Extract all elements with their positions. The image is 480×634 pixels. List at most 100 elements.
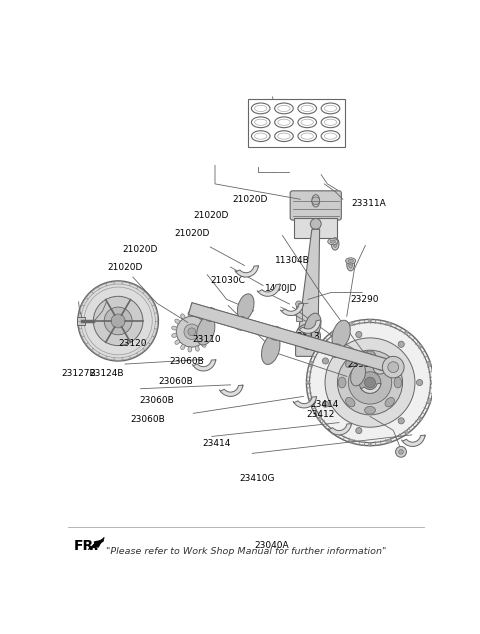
Circle shape — [359, 372, 381, 393]
Ellipse shape — [385, 398, 395, 407]
Circle shape — [349, 439, 353, 443]
Ellipse shape — [180, 344, 185, 349]
Text: 23040A: 23040A — [255, 541, 289, 550]
Circle shape — [396, 446, 407, 457]
Text: 23414: 23414 — [310, 399, 338, 409]
Circle shape — [325, 338, 415, 427]
Circle shape — [387, 439, 391, 443]
Circle shape — [311, 219, 321, 230]
Ellipse shape — [328, 238, 338, 245]
Text: 23120: 23120 — [118, 339, 147, 347]
Ellipse shape — [314, 197, 318, 204]
Text: 21020D: 21020D — [122, 245, 157, 254]
Polygon shape — [281, 303, 303, 316]
Polygon shape — [236, 266, 258, 277]
Ellipse shape — [175, 340, 180, 344]
Circle shape — [377, 364, 383, 370]
Text: 23510: 23510 — [347, 359, 376, 368]
Circle shape — [306, 320, 433, 446]
Circle shape — [329, 344, 343, 358]
Circle shape — [309, 361, 313, 365]
Circle shape — [301, 335, 315, 349]
Ellipse shape — [346, 258, 356, 264]
FancyBboxPatch shape — [296, 344, 321, 356]
Ellipse shape — [180, 314, 185, 319]
Circle shape — [188, 328, 196, 335]
Ellipse shape — [365, 351, 375, 359]
Bar — [248, 99, 345, 147]
Circle shape — [356, 427, 362, 434]
Circle shape — [368, 443, 372, 446]
Text: 23412: 23412 — [306, 410, 335, 419]
Circle shape — [306, 380, 310, 384]
Circle shape — [93, 296, 143, 346]
Circle shape — [78, 281, 158, 361]
Circle shape — [365, 377, 375, 388]
Polygon shape — [294, 397, 316, 408]
Ellipse shape — [172, 333, 177, 337]
Ellipse shape — [175, 319, 180, 323]
Circle shape — [176, 316, 207, 347]
Text: 23414: 23414 — [202, 439, 230, 448]
Ellipse shape — [195, 313, 199, 318]
Text: 23060B: 23060B — [130, 415, 165, 424]
Polygon shape — [220, 385, 243, 396]
Ellipse shape — [385, 358, 395, 368]
Polygon shape — [298, 230, 320, 337]
Circle shape — [318, 344, 322, 348]
Circle shape — [418, 344, 422, 348]
Circle shape — [322, 358, 328, 364]
Bar — [296, 304, 302, 321]
Polygon shape — [299, 320, 320, 333]
Text: 23110: 23110 — [192, 335, 221, 344]
Circle shape — [405, 331, 408, 335]
Circle shape — [399, 450, 403, 454]
Circle shape — [383, 356, 404, 378]
Ellipse shape — [350, 363, 365, 386]
Ellipse shape — [346, 358, 355, 368]
Bar — [294, 217, 337, 238]
Ellipse shape — [330, 240, 336, 243]
Text: 23311A: 23311A — [351, 198, 386, 207]
Text: 23290: 23290 — [351, 295, 379, 304]
Ellipse shape — [205, 323, 211, 327]
Circle shape — [430, 380, 434, 384]
Circle shape — [368, 319, 372, 323]
Text: 21020D: 21020D — [193, 210, 228, 220]
Circle shape — [318, 417, 322, 421]
Circle shape — [348, 361, 392, 404]
Circle shape — [388, 362, 399, 373]
Bar — [77, 317, 85, 325]
Circle shape — [204, 307, 217, 321]
Text: 23060B: 23060B — [158, 377, 192, 385]
Text: 21020D: 21020D — [108, 263, 143, 272]
Text: 23060B: 23060B — [139, 396, 174, 405]
Circle shape — [427, 399, 431, 403]
Circle shape — [296, 324, 321, 349]
Circle shape — [332, 430, 336, 434]
Text: 1430JD: 1430JD — [265, 285, 298, 294]
Circle shape — [332, 331, 336, 335]
Circle shape — [398, 341, 404, 347]
Circle shape — [301, 330, 315, 343]
Polygon shape — [258, 284, 280, 296]
Circle shape — [111, 314, 125, 328]
Ellipse shape — [365, 406, 375, 414]
Ellipse shape — [304, 313, 321, 339]
Circle shape — [427, 361, 431, 365]
Ellipse shape — [347, 259, 355, 271]
Text: 23124B: 23124B — [89, 370, 124, 378]
Ellipse shape — [338, 377, 346, 388]
Circle shape — [349, 322, 353, 326]
Circle shape — [418, 417, 422, 421]
Circle shape — [104, 307, 132, 335]
Ellipse shape — [348, 261, 353, 268]
Ellipse shape — [188, 347, 192, 352]
Circle shape — [184, 324, 200, 339]
Text: 23127B: 23127B — [61, 370, 96, 378]
Polygon shape — [189, 302, 395, 373]
Circle shape — [322, 401, 328, 407]
Circle shape — [312, 197, 320, 205]
Ellipse shape — [348, 259, 353, 262]
Text: "Please refer to Work Shop Manual for further information": "Please refer to Work Shop Manual for fu… — [106, 547, 386, 557]
